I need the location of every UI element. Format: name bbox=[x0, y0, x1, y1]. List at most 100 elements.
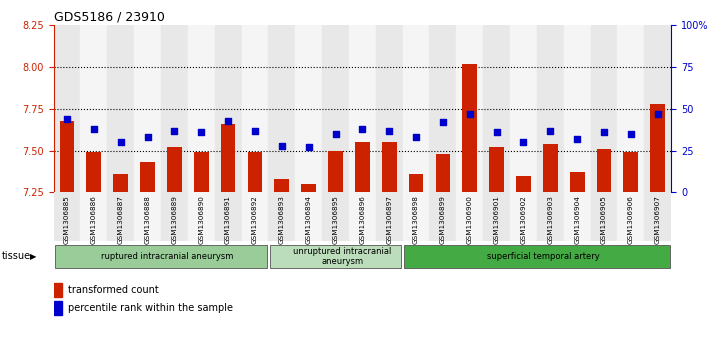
Bar bbox=[376, 192, 403, 241]
Text: percentile rank within the sample: percentile rank within the sample bbox=[68, 303, 233, 313]
Bar bbox=[161, 192, 188, 241]
Text: GSM1306897: GSM1306897 bbox=[386, 195, 392, 244]
Text: GSM1306904: GSM1306904 bbox=[574, 195, 580, 244]
Point bbox=[437, 119, 448, 125]
Bar bbox=[54, 192, 81, 241]
Bar bbox=[295, 25, 322, 192]
Bar bbox=[597, 149, 611, 192]
Point bbox=[169, 128, 180, 134]
Text: GSM1306907: GSM1306907 bbox=[655, 195, 660, 244]
Text: GSM1306886: GSM1306886 bbox=[91, 195, 97, 244]
Text: GSM1306887: GSM1306887 bbox=[118, 195, 124, 244]
Bar bbox=[349, 25, 376, 192]
Text: GSM1306896: GSM1306896 bbox=[359, 195, 366, 244]
Bar bbox=[107, 192, 134, 241]
Bar bbox=[510, 25, 537, 192]
Point bbox=[571, 136, 583, 142]
Bar bbox=[376, 25, 403, 192]
Bar bbox=[403, 192, 430, 241]
Point bbox=[491, 129, 503, 135]
Text: GSM1306906: GSM1306906 bbox=[628, 195, 634, 244]
Text: GSM1306888: GSM1306888 bbox=[144, 195, 151, 244]
Bar bbox=[328, 151, 343, 192]
Point bbox=[357, 126, 368, 132]
Text: GSM1306895: GSM1306895 bbox=[333, 195, 338, 244]
Bar bbox=[618, 192, 644, 241]
Text: GSM1306898: GSM1306898 bbox=[413, 195, 419, 244]
Text: transformed count: transformed count bbox=[68, 285, 159, 295]
Bar bbox=[140, 162, 155, 192]
Bar bbox=[134, 25, 161, 192]
Point bbox=[625, 131, 637, 137]
Bar bbox=[483, 25, 510, 192]
Text: GSM1306885: GSM1306885 bbox=[64, 195, 70, 244]
Bar bbox=[215, 192, 241, 241]
Bar bbox=[644, 25, 671, 192]
Bar bbox=[167, 147, 182, 192]
Bar bbox=[322, 192, 349, 241]
Text: GDS5186 / 23910: GDS5186 / 23910 bbox=[54, 11, 164, 24]
Text: superficial temporal artery: superficial temporal artery bbox=[487, 252, 600, 261]
Bar bbox=[564, 192, 590, 241]
Bar bbox=[382, 142, 396, 192]
Bar bbox=[188, 192, 215, 241]
FancyBboxPatch shape bbox=[55, 245, 267, 268]
Point bbox=[598, 129, 610, 135]
Text: GSM1306892: GSM1306892 bbox=[252, 195, 258, 244]
Point bbox=[115, 139, 126, 145]
Bar bbox=[241, 25, 268, 192]
Bar bbox=[537, 25, 564, 192]
Bar bbox=[590, 25, 618, 192]
Text: unruptured intracranial
aneurysm: unruptured intracranial aneurysm bbox=[293, 246, 391, 266]
Text: GSM1306891: GSM1306891 bbox=[225, 195, 231, 244]
Bar bbox=[268, 25, 295, 192]
Bar bbox=[403, 25, 430, 192]
Bar bbox=[322, 25, 349, 192]
Bar bbox=[274, 179, 289, 192]
Point bbox=[88, 126, 99, 132]
Bar bbox=[543, 144, 558, 192]
Bar bbox=[54, 301, 63, 315]
Point bbox=[276, 143, 288, 148]
Bar bbox=[59, 121, 74, 192]
Bar bbox=[188, 25, 215, 192]
Text: GSM1306900: GSM1306900 bbox=[467, 195, 473, 244]
Bar bbox=[510, 192, 537, 241]
FancyBboxPatch shape bbox=[404, 245, 670, 268]
Text: ruptured intracranial aneurysm: ruptured intracranial aneurysm bbox=[101, 252, 234, 261]
Bar bbox=[516, 176, 531, 192]
Bar bbox=[301, 184, 316, 192]
Point bbox=[464, 111, 476, 117]
Text: GSM1306889: GSM1306889 bbox=[171, 195, 177, 244]
Point bbox=[411, 134, 422, 140]
Bar bbox=[295, 192, 322, 241]
Bar bbox=[134, 192, 161, 241]
Point bbox=[249, 128, 261, 134]
Bar bbox=[114, 174, 128, 192]
Bar bbox=[221, 124, 236, 192]
Point bbox=[142, 134, 154, 140]
Text: GSM1306901: GSM1306901 bbox=[493, 195, 500, 244]
Bar bbox=[54, 25, 81, 192]
Bar bbox=[54, 283, 63, 297]
Bar bbox=[618, 25, 644, 192]
Bar bbox=[590, 192, 618, 241]
Bar bbox=[623, 152, 638, 192]
Point bbox=[61, 116, 73, 122]
Point bbox=[545, 128, 556, 134]
Bar bbox=[436, 154, 451, 192]
Bar bbox=[650, 104, 665, 192]
FancyBboxPatch shape bbox=[270, 245, 401, 268]
Point bbox=[383, 128, 395, 134]
Bar bbox=[215, 25, 241, 192]
Bar bbox=[349, 192, 376, 241]
Bar bbox=[570, 172, 585, 192]
Bar bbox=[408, 174, 423, 192]
Text: GSM1306893: GSM1306893 bbox=[278, 195, 285, 244]
Point bbox=[303, 144, 314, 150]
Bar bbox=[537, 192, 564, 241]
Point bbox=[196, 129, 207, 135]
Text: GSM1306902: GSM1306902 bbox=[521, 195, 526, 244]
Bar bbox=[463, 64, 477, 192]
Point bbox=[518, 139, 529, 145]
